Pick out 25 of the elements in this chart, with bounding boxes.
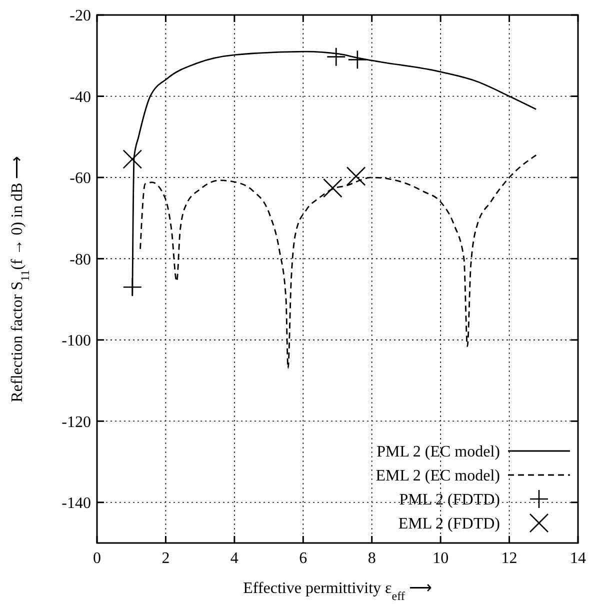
y-tick-label: -20 (70, 8, 91, 25)
x-tick-label: 10 (432, 550, 449, 567)
legend-label: PML 2 (EC model) (376, 444, 500, 461)
y-tick-label: -120 (62, 414, 91, 431)
point (348, 50, 368, 70)
legend-label: EML 2 (FDTD) (398, 516, 500, 533)
point (122, 150, 142, 169)
x-tick-label: 4 (230, 550, 238, 567)
x-axis-title: Effective permittivity ε$_{eff}$ ⟶ (243, 580, 432, 603)
x-tick-label: 2 (162, 550, 170, 567)
y-tick-label: -80 (70, 251, 91, 268)
y-tick-label: -40 (70, 88, 91, 106)
x-tick-label: 6 (299, 550, 308, 567)
y-tick-label: -100 (62, 332, 91, 350)
x-tick-label: 0 (93, 550, 101, 567)
point (346, 166, 366, 186)
x-tick-label: 14 (570, 550, 586, 567)
y-tick-label: -140 (62, 494, 91, 512)
legend-label: EML 2 (EC model) (376, 468, 500, 485)
legend-label: PML 2 (FDTD) (399, 492, 500, 509)
point (323, 178, 342, 198)
y-tick-label: -60 (70, 170, 91, 188)
point (326, 47, 346, 66)
x-tick-label: 8 (368, 550, 376, 567)
x-tick-label: 12 (501, 550, 518, 567)
